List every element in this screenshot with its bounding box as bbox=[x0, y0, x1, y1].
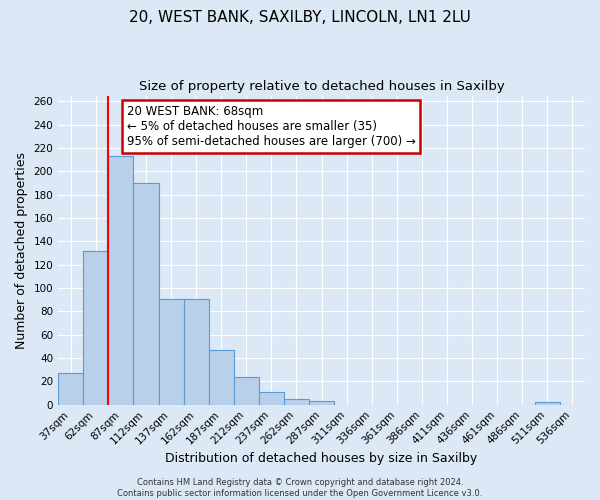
Bar bbox=[58, 373, 83, 404]
Y-axis label: Number of detached properties: Number of detached properties bbox=[15, 152, 28, 348]
Bar bbox=[133, 183, 158, 404]
Bar bbox=[259, 392, 284, 404]
Text: 20, WEST BANK, SAXILBY, LINCOLN, LN1 2LU: 20, WEST BANK, SAXILBY, LINCOLN, LN1 2LU bbox=[129, 10, 471, 25]
Bar bbox=[234, 376, 259, 404]
Bar bbox=[158, 298, 184, 405]
X-axis label: Distribution of detached houses by size in Saxilby: Distribution of detached houses by size … bbox=[166, 452, 478, 465]
Bar bbox=[309, 401, 334, 404]
Bar bbox=[535, 402, 560, 404]
Bar bbox=[109, 156, 133, 404]
Bar bbox=[184, 298, 209, 405]
Title: Size of property relative to detached houses in Saxilby: Size of property relative to detached ho… bbox=[139, 80, 505, 93]
Bar bbox=[284, 399, 309, 404]
Bar bbox=[209, 350, 234, 405]
Text: Contains HM Land Registry data © Crown copyright and database right 2024.
Contai: Contains HM Land Registry data © Crown c… bbox=[118, 478, 482, 498]
Text: 20 WEST BANK: 68sqm
← 5% of detached houses are smaller (35)
95% of semi-detache: 20 WEST BANK: 68sqm ← 5% of detached hou… bbox=[127, 105, 416, 148]
Bar bbox=[83, 250, 109, 404]
